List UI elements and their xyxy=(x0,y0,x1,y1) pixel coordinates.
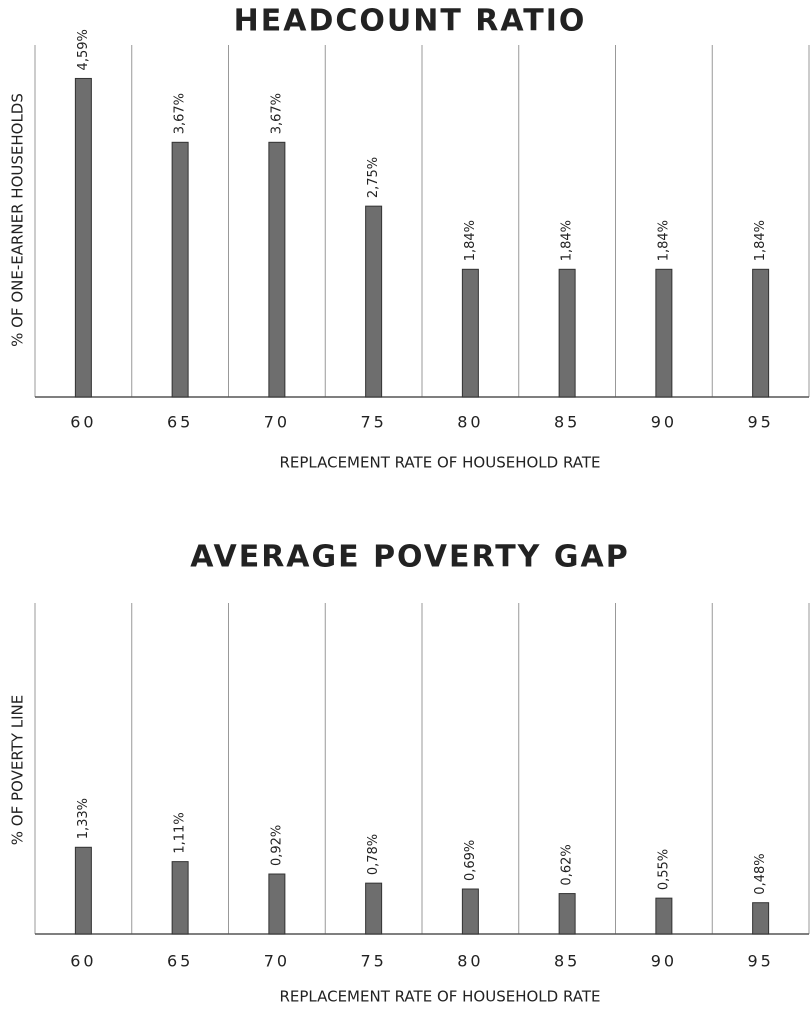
value-label: 0,62% xyxy=(560,844,575,885)
value-label: 0,48% xyxy=(753,853,768,894)
bar xyxy=(752,268,770,398)
bar xyxy=(655,268,673,398)
value-label: 0,78% xyxy=(366,834,381,875)
value-label: 3,67% xyxy=(173,93,188,134)
bar xyxy=(74,77,92,398)
x-tick-label: 60 xyxy=(70,952,96,971)
x-tick-label: 95 xyxy=(747,952,773,971)
value-label: 4,59% xyxy=(76,29,91,70)
bar xyxy=(365,205,383,398)
y-axis-title: % OF ONE-EARNER HOUSEHOLDS xyxy=(9,93,27,347)
y-axis-title: % OF POVERTY LINE xyxy=(9,695,27,845)
chart-title: AVERAGE POVERTY GAP xyxy=(190,540,629,575)
x-tick-label: 95 xyxy=(747,413,773,432)
x-tick-label: 90 xyxy=(651,413,677,432)
bar xyxy=(752,902,770,935)
x-tick-label: 75 xyxy=(360,952,386,971)
value-label: 0,92% xyxy=(269,825,284,866)
value-label: 3,67% xyxy=(269,93,284,134)
bar xyxy=(74,846,92,935)
x-axis-title: REPLACEMENT RATE OF HOUSEHOLD RATE xyxy=(279,454,600,472)
value-label: 1,84% xyxy=(656,220,671,261)
chart-title: HEADCOUNT RATIO xyxy=(234,4,587,39)
x-tick-label: 80 xyxy=(457,952,483,971)
bar xyxy=(171,861,189,935)
x-tick-label: 70 xyxy=(264,413,290,432)
x-tick-label: 85 xyxy=(554,952,580,971)
x-axis-title: REPLACEMENT RATE OF HOUSEHOLD RATE xyxy=(279,988,600,1006)
x-tick-label: 65 xyxy=(167,952,193,971)
bar xyxy=(365,882,383,935)
bar xyxy=(461,888,479,935)
bar xyxy=(171,141,189,398)
bar xyxy=(558,893,576,935)
value-label: 0,55% xyxy=(656,849,671,890)
value-label: 1,84% xyxy=(463,220,478,261)
x-tick-label: 85 xyxy=(554,413,580,432)
value-label: 1,33% xyxy=(76,798,91,839)
x-tick-label: 60 xyxy=(70,413,96,432)
bar xyxy=(558,268,576,398)
value-label: 2,75% xyxy=(366,157,381,198)
value-label: 0,69% xyxy=(463,840,478,881)
bar xyxy=(268,141,286,398)
x-tick-label: 80 xyxy=(457,413,483,432)
bar xyxy=(268,873,286,935)
x-tick-label: 90 xyxy=(651,952,677,971)
bar xyxy=(655,897,673,935)
value-label: 1,84% xyxy=(560,220,575,261)
x-tick-label: 70 xyxy=(264,952,290,971)
value-label: 1,11% xyxy=(173,812,188,853)
bar xyxy=(461,268,479,398)
x-tick-label: 75 xyxy=(360,413,386,432)
value-label: 1,84% xyxy=(753,220,768,261)
x-tick-label: 65 xyxy=(167,413,193,432)
